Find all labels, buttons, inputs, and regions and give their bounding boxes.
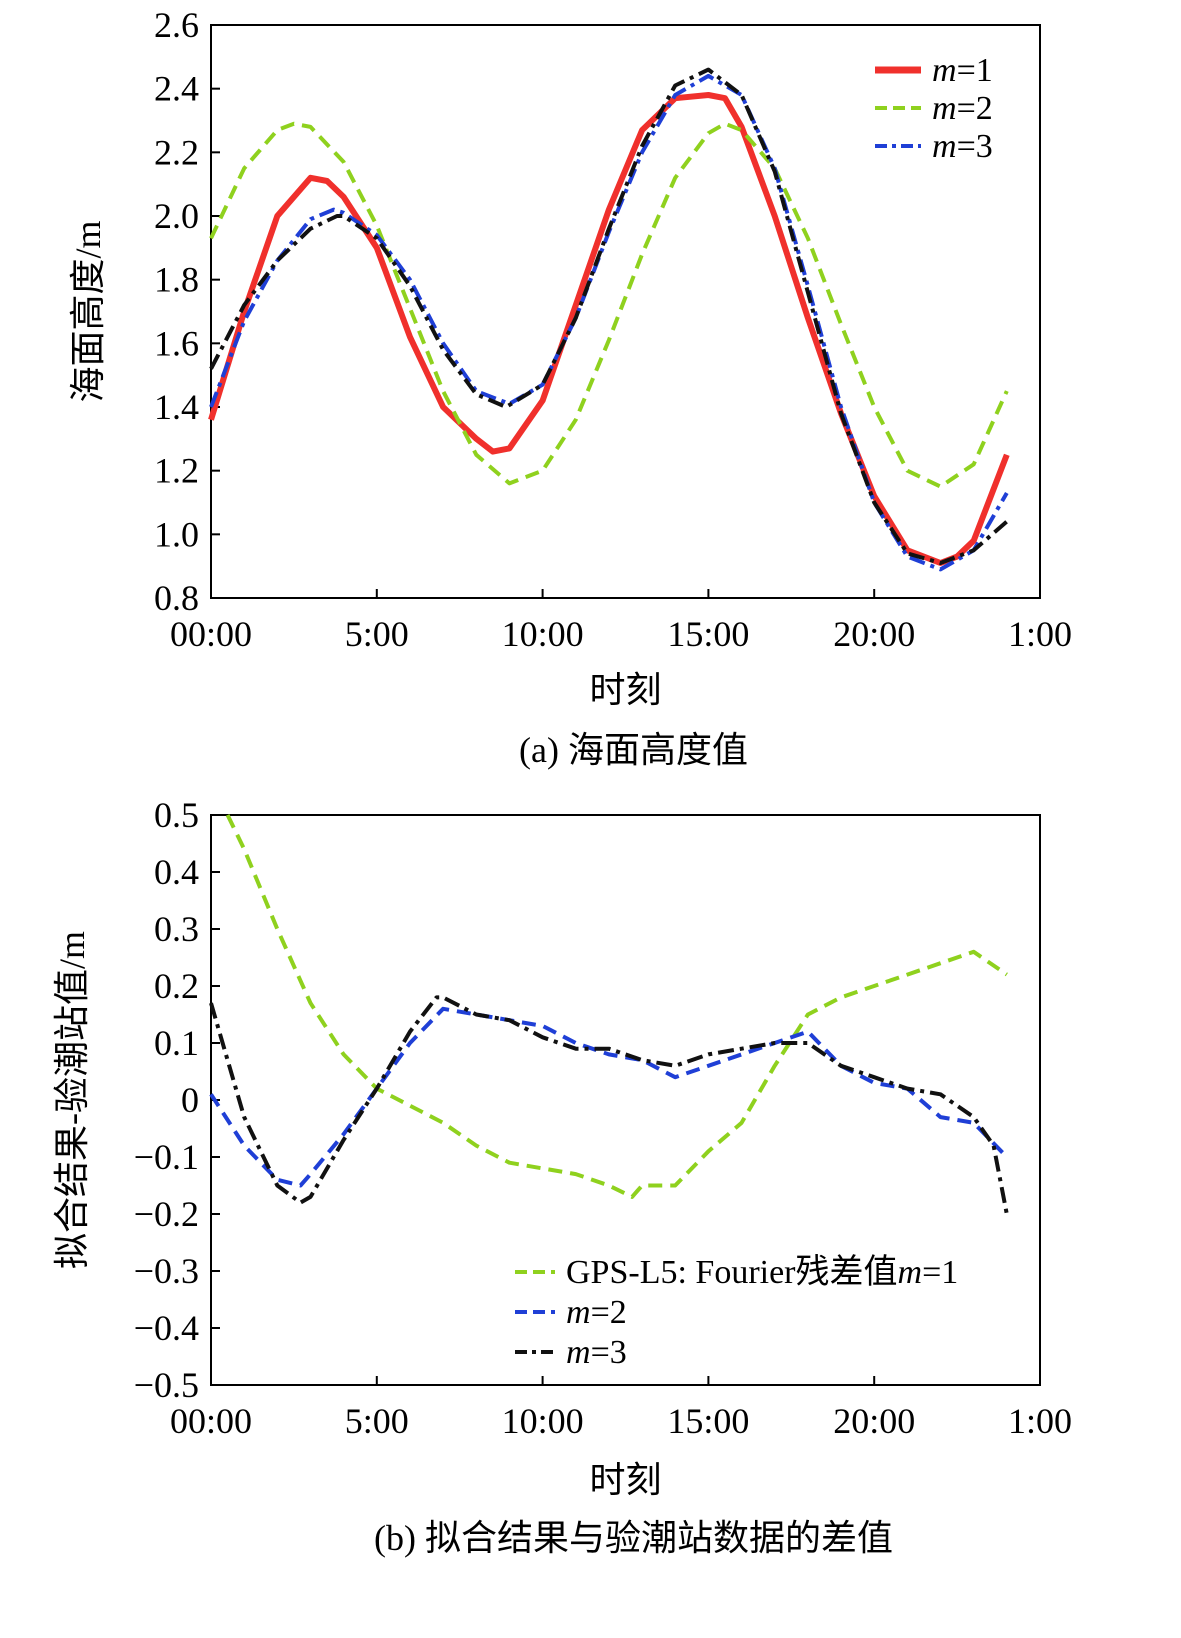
x-tick-label: 00:00 xyxy=(170,614,252,654)
panel-a-x-axis-label: 时刻 xyxy=(589,670,661,710)
y-tick-label: 0.4 xyxy=(154,852,199,892)
x-tick-label: 1:00 xyxy=(1008,614,1072,654)
x-tick-label: 5:00 xyxy=(345,614,409,654)
series-line-1 xyxy=(208,92,1010,566)
y-tick-label: −0.4 xyxy=(134,1308,199,1348)
x-tick-label: 5:00 xyxy=(345,1401,409,1441)
series-line-1 xyxy=(225,814,1008,1199)
plot-frame xyxy=(210,24,1041,599)
panel-b-caption: (b) 拟合结果与验潮站数据的差值 xyxy=(374,1518,893,1558)
legend-var: m xyxy=(932,128,957,165)
y-tick-label: 0.3 xyxy=(154,909,199,949)
y-tick-label: 1.4 xyxy=(154,387,199,427)
panel-a-series xyxy=(208,67,1010,572)
y-tick-label: 0.5 xyxy=(154,795,199,835)
y-tick-label: 1.6 xyxy=(154,323,199,363)
y-tick-label: 0.1 xyxy=(154,1023,199,1063)
panel-b-series xyxy=(209,814,1009,1215)
legend-suffix: =2 xyxy=(957,90,993,127)
y-tick-label: −0.5 xyxy=(134,1365,199,1405)
y-tick-label: −0.1 xyxy=(134,1137,199,1177)
panel-a-caption: (a) 海面高度值 xyxy=(519,730,748,770)
y-tick-label: 0.2 xyxy=(154,966,199,1006)
legend-label: m=2 xyxy=(932,90,993,127)
panel-b-chart: −0.5 −0.4 −0.3 −0.2 −0.1 0 0.1 0.2 0.3 0.4 0.5 00:0… xyxy=(52,795,1072,1558)
x-tick-label: 00:00 xyxy=(170,1401,252,1441)
x-tick-label: 1:00 xyxy=(1008,1401,1072,1441)
legend-var: m xyxy=(932,52,957,89)
legend-label: m=3 xyxy=(932,128,993,165)
legend-suffix: =1 xyxy=(922,1254,958,1291)
panel-a-axes: 0.8 1.0 1.2 1.4 1.6 1.8 2.0 2.2 2.4 2.6 00:00 5:00 1… xyxy=(154,5,1072,654)
legend-var: m xyxy=(932,90,957,127)
panel-b-legend: GPS-L5: Fourier残差值m=1m=2m=3 xyxy=(515,1253,958,1371)
series-line-3 xyxy=(209,995,1009,1215)
panel-a-legend: m=1m=2m=3 xyxy=(875,52,993,165)
legend-suffix: =3 xyxy=(591,1334,627,1371)
y-tick-label: 1.2 xyxy=(154,451,199,491)
series-line-3 xyxy=(209,73,1009,572)
panel-b-y-axis-label: 拟合结果-验潮站值/m xyxy=(52,931,92,1269)
legend-suffix: =1 xyxy=(957,52,993,89)
y-tick-label: 2.4 xyxy=(154,69,199,109)
x-tick-label: 10:00 xyxy=(502,1401,584,1441)
y-tick-label: −0.2 xyxy=(134,1194,199,1234)
legend-suffix: =3 xyxy=(957,128,993,165)
y-tick-label: −0.3 xyxy=(134,1251,199,1291)
panel-b-axes: −0.5 −0.4 −0.3 −0.2 −0.1 0 0.1 0.2 0.3 0.4 0.5 00:0… xyxy=(134,795,1072,1441)
y-tick-label: 1.0 xyxy=(154,514,199,554)
x-tick-label: 20:00 xyxy=(833,1401,915,1441)
series-line-4 xyxy=(209,67,1009,565)
y-tick-label: 2.0 xyxy=(154,196,199,236)
y-tick-label: 0 xyxy=(181,1080,199,1120)
x-tick-label: 10:00 xyxy=(502,614,584,654)
legend-var: m xyxy=(898,1254,923,1291)
y-tick-label: 2.2 xyxy=(154,132,199,172)
legend-suffix: =2 xyxy=(591,1294,627,1331)
panel-a-y-axis-label: 海面高度/m xyxy=(68,220,108,402)
series-line-2 xyxy=(209,121,1009,489)
panel-a-chart: 0.8 1.0 1.2 1.4 1.6 1.8 2.0 2.2 2.4 2.6 00:00 5:00 1… xyxy=(68,5,1072,770)
legend-label: GPS-L5: Fourier残差值m=1 xyxy=(566,1253,958,1291)
y-tick-label: 0.8 xyxy=(154,578,199,618)
x-tick-label: 15:00 xyxy=(667,1401,749,1441)
legend-prefix: GPS-L5: Fourier残差值 xyxy=(566,1253,898,1291)
legend-var: m xyxy=(566,1334,591,1371)
y-tick-label: 2.6 xyxy=(154,5,199,45)
legend-label: m=3 xyxy=(566,1334,627,1371)
x-tick-label: 20:00 xyxy=(833,614,915,654)
legend-var: m xyxy=(566,1294,591,1331)
y-tick-label: 1.8 xyxy=(154,260,199,300)
panel-b-x-axis-label: 时刻 xyxy=(589,1460,661,1500)
legend-label: m=1 xyxy=(932,52,993,89)
x-tick-label: 15:00 xyxy=(667,614,749,654)
legend-label: m=2 xyxy=(566,1294,627,1331)
series-line-2 xyxy=(209,1006,1009,1188)
